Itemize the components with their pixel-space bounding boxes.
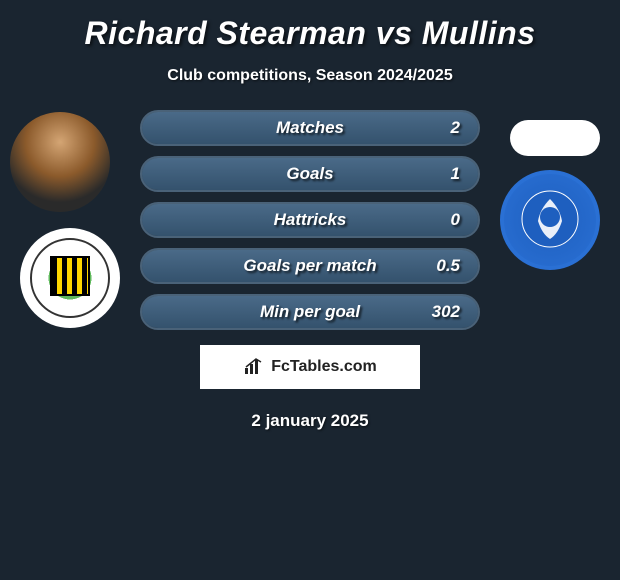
date-line: 2 january 2025 <box>0 411 620 431</box>
stat-bar-matches: Matches 2 <box>140 110 480 146</box>
stat-label: Hattricks <box>274 210 347 230</box>
club-badge-left <box>20 228 120 328</box>
stat-bar-goals-per-match: Goals per match 0.5 <box>140 248 480 284</box>
player-avatar-right <box>510 120 600 156</box>
stat-value-right: 2 <box>451 118 460 138</box>
stat-value-right: 1 <box>451 164 460 184</box>
chart-icon <box>243 358 265 376</box>
stat-label: Matches <box>276 118 344 138</box>
stat-label: Min per goal <box>260 302 360 322</box>
attribution-box: FcTables.com <box>200 345 420 389</box>
club-badge-right <box>500 170 600 270</box>
stat-value-right: 0 <box>451 210 460 230</box>
stat-bar-min-per-goal: Min per goal 302 <box>140 294 480 330</box>
subtitle: Club competitions, Season 2024/2025 <box>0 67 620 85</box>
player-avatar-left <box>10 112 110 212</box>
stat-bar-goals: Goals 1 <box>140 156 480 192</box>
stats-area: Matches 2 Goals 1 Hattricks 0 Goals per … <box>140 110 480 330</box>
stat-bar-hattricks: Hattricks 0 <box>140 202 480 238</box>
stat-value-right: 0.5 <box>436 256 460 276</box>
stat-label: Goals <box>286 164 333 184</box>
attribution-text: FcTables.com <box>271 358 377 376</box>
stat-value-right: 302 <box>432 302 460 322</box>
page-title: Richard Stearman vs Mullins <box>0 15 620 52</box>
stat-label: Goals per match <box>243 256 376 276</box>
